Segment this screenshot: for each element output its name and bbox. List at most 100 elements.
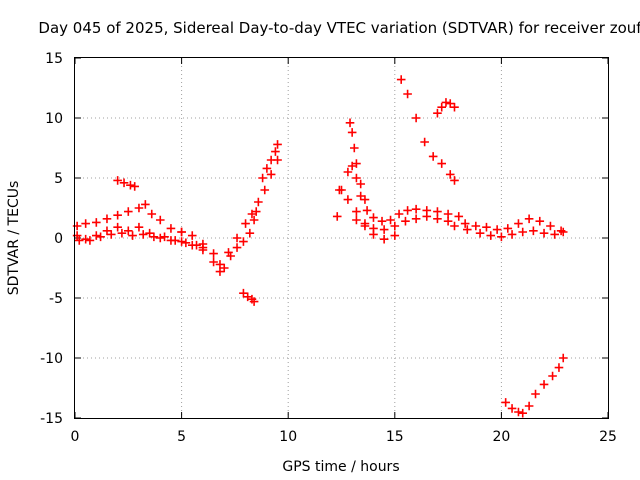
data-point [145, 228, 154, 238]
data-point [501, 398, 510, 407]
data-point [443, 216, 453, 226]
series-arc-9 [332, 161, 464, 226]
data-point [443, 209, 453, 219]
y-tick-label: 10 [45, 111, 63, 127]
data-point [266, 155, 276, 165]
data-point [81, 234, 90, 244]
data-point [81, 219, 90, 228]
data-point [482, 222, 491, 232]
data-point [349, 143, 359, 153]
data-point [149, 232, 159, 242]
data-point [241, 219, 250, 228]
data-point [497, 232, 506, 242]
data-point [92, 218, 101, 227]
data-point [192, 240, 201, 250]
data-point [181, 238, 191, 248]
data-point [113, 210, 122, 220]
data-point [262, 164, 272, 173]
data-point [450, 176, 459, 185]
data-point [360, 195, 370, 204]
data-point [258, 173, 267, 183]
y-tick-label: -15 [40, 411, 63, 427]
data-point [471, 221, 481, 231]
data-point [462, 225, 472, 234]
data-point [386, 215, 395, 225]
series-arc-8 [239, 288, 259, 306]
series-arc-13 [396, 75, 459, 185]
data-point [360, 221, 370, 231]
data-point [85, 236, 95, 245]
data-point [117, 228, 127, 238]
series-arc-11 [345, 118, 370, 204]
data-point [422, 212, 432, 221]
data-point [126, 180, 135, 190]
data-point [492, 225, 502, 234]
data-point [352, 207, 361, 216]
data-point [356, 179, 365, 189]
data-point [460, 219, 470, 228]
data-point [74, 236, 84, 245]
data-point [403, 89, 412, 99]
data-point [558, 227, 568, 237]
data-point [239, 288, 248, 298]
data-point [155, 233, 165, 243]
data-point [369, 224, 378, 233]
data-point [379, 225, 389, 234]
y-tick-label: 15 [45, 51, 63, 67]
data-point [411, 204, 421, 214]
data-point [147, 209, 157, 219]
data-point [219, 263, 229, 273]
data-point [524, 401, 534, 411]
series-arc-12 [352, 212, 459, 234]
data-point [433, 214, 442, 224]
data-point [124, 207, 133, 216]
data-point [352, 215, 361, 225]
data-point [362, 206, 372, 215]
data-point [245, 228, 255, 238]
data-point [106, 230, 116, 239]
data-point [128, 231, 137, 240]
data-point [345, 118, 355, 128]
series-arc-4 [113, 176, 139, 191]
series-arc-17 [501, 353, 568, 418]
data-point [379, 234, 389, 244]
grid [75, 58, 608, 418]
plot-frame [74, 57, 609, 419]
data-point [249, 215, 259, 225]
data-point [450, 221, 459, 231]
data-point [166, 224, 176, 233]
data-point [546, 221, 555, 231]
data-point [138, 230, 148, 239]
axes: 0 5 10 15 20 25 -15 -10 -5 0 5 10 15 [40, 51, 617, 445]
data-point [433, 207, 442, 216]
x-axis-label: GPS time / hours [282, 459, 399, 475]
x-tick-label: 0 [71, 429, 80, 445]
data-point [249, 297, 259, 306]
data-point [535, 216, 545, 226]
series-arc-3 [74, 228, 208, 252]
data-point [254, 197, 263, 207]
data-point [232, 233, 242, 243]
data-point [514, 407, 523, 417]
data-point [411, 214, 421, 224]
x-tick-label: 10 [279, 429, 297, 445]
data-points [72, 75, 568, 418]
x-tick-label: 25 [599, 429, 617, 445]
data-point [102, 214, 112, 224]
data-point [394, 209, 404, 219]
data-point [134, 222, 144, 232]
data-point [177, 237, 186, 246]
data-point [486, 231, 496, 240]
data-point [141, 200, 150, 209]
data-point [266, 170, 276, 179]
data-point [550, 230, 559, 239]
data-point [401, 216, 410, 226]
data-point [396, 75, 406, 84]
data-point [558, 353, 568, 363]
data-point [356, 191, 365, 201]
data-point [92, 231, 101, 240]
data-point [119, 178, 129, 188]
data-point [251, 207, 261, 216]
data-point [529, 226, 538, 236]
data-point [390, 221, 400, 231]
